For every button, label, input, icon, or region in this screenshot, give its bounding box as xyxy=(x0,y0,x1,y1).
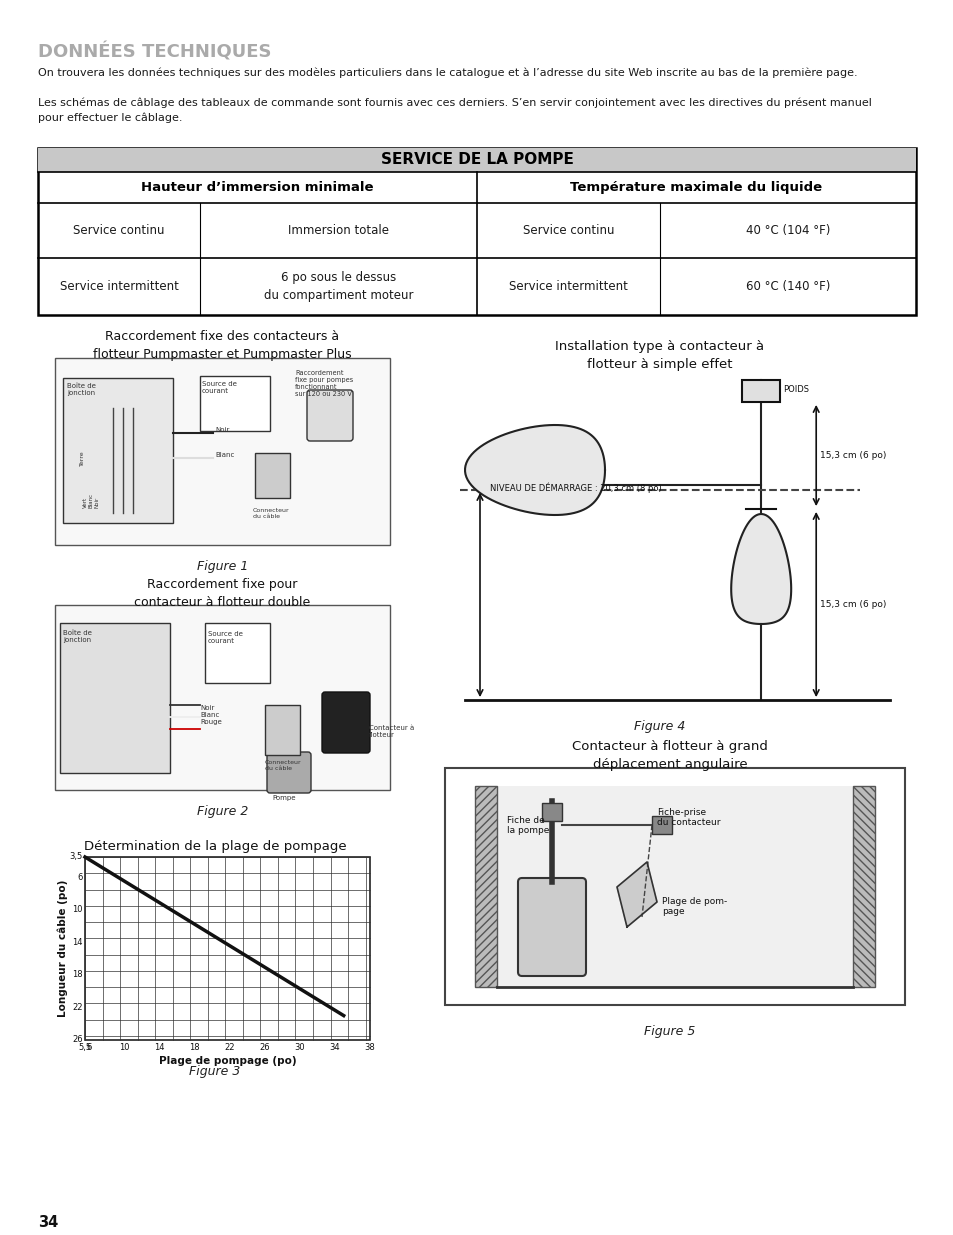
Text: Terre: Terre xyxy=(80,451,85,466)
Text: Raccordement fixe pour
contacteur à flotteur double: Raccordement fixe pour contacteur à flot… xyxy=(134,578,311,609)
Bar xyxy=(541,803,561,821)
Text: Plage de pompage (po): Plage de pompage (po) xyxy=(158,1056,296,1066)
Bar xyxy=(38,148,915,172)
Bar xyxy=(852,785,874,987)
Text: 22: 22 xyxy=(72,1003,83,1011)
Bar xyxy=(60,622,170,773)
Text: DONNÉES TECHNIQUES: DONNÉES TECHNIQUES xyxy=(38,42,272,61)
Text: Service intermittent: Service intermittent xyxy=(59,280,178,293)
Text: POIDS: POIDS xyxy=(782,385,808,394)
Text: Source de
courant: Source de courant xyxy=(202,382,236,394)
Bar xyxy=(200,375,270,431)
Text: Longueur du câble (po): Longueur du câble (po) xyxy=(58,879,69,1018)
Text: 14: 14 xyxy=(154,1044,165,1052)
Bar xyxy=(741,380,780,403)
Bar xyxy=(38,148,915,315)
Text: Hauteur d’immersion minimale: Hauteur d’immersion minimale xyxy=(141,182,374,194)
Text: Contacteur à flotteur à grand
déplacement angulaire: Contacteur à flotteur à grand déplacemen… xyxy=(572,740,767,771)
Bar xyxy=(55,358,390,545)
Text: Service intermittent: Service intermittent xyxy=(509,280,627,293)
Bar xyxy=(55,605,390,790)
Text: Immersion totale: Immersion totale xyxy=(288,224,389,237)
Text: On trouvera les données techniques sur des modèles particuliers dans le catalogu: On trouvera les données techniques sur d… xyxy=(38,68,857,79)
Text: Plage de pom-
page: Plage de pom- page xyxy=(661,897,726,916)
Text: 34: 34 xyxy=(38,1215,58,1230)
Text: 26: 26 xyxy=(72,1035,83,1045)
Text: Température maximale du liquide: Température maximale du liquide xyxy=(570,182,821,194)
Text: Boîte de
jonction: Boîte de jonction xyxy=(67,383,95,396)
Text: 6: 6 xyxy=(87,1044,92,1052)
Bar xyxy=(63,378,172,522)
Text: Noir
Blanc
Rouge: Noir Blanc Rouge xyxy=(200,705,221,725)
Text: Pompe: Pompe xyxy=(272,795,295,802)
FancyBboxPatch shape xyxy=(322,692,370,753)
Text: 6 po sous le dessus
du compartiment moteur: 6 po sous le dessus du compartiment mote… xyxy=(263,270,413,303)
FancyBboxPatch shape xyxy=(267,752,311,793)
Text: Vert
Blanc
Noir: Vert Blanc Noir xyxy=(83,493,99,508)
Text: Blanc: Blanc xyxy=(214,452,234,458)
Text: Figure 1: Figure 1 xyxy=(196,559,248,573)
Polygon shape xyxy=(730,514,790,624)
Text: 34: 34 xyxy=(330,1044,340,1052)
Text: 38: 38 xyxy=(364,1044,375,1052)
Text: 15,3 cm (6 po): 15,3 cm (6 po) xyxy=(820,451,885,459)
Text: Fiche-prise
du contacteur: Fiche-prise du contacteur xyxy=(657,808,720,827)
Polygon shape xyxy=(617,862,657,927)
Text: 60 °C (140 °F): 60 °C (140 °F) xyxy=(745,280,829,293)
Text: Contacteur à
flotteur: Contacteur à flotteur xyxy=(369,725,414,739)
Bar xyxy=(254,453,290,498)
FancyBboxPatch shape xyxy=(517,878,585,976)
Text: 26: 26 xyxy=(259,1044,270,1052)
Text: Raccordement fixe des contacteurs à
flotteur Pumpmaster et Pumpmaster Plus: Raccordement fixe des contacteurs à flot… xyxy=(93,330,352,361)
Bar xyxy=(85,857,370,1040)
Bar xyxy=(651,816,671,834)
Text: 5,5: 5,5 xyxy=(78,1044,91,1052)
Text: Boîte de
jonction: Boîte de jonction xyxy=(63,630,91,643)
Text: Figure 5: Figure 5 xyxy=(643,1025,695,1037)
Text: 22: 22 xyxy=(224,1044,234,1052)
Text: Figure 4: Figure 4 xyxy=(634,720,685,734)
Text: 15,3 cm (6 po): 15,3 cm (6 po) xyxy=(820,600,885,609)
Bar xyxy=(265,705,299,755)
Text: 18: 18 xyxy=(72,971,83,979)
Text: 30: 30 xyxy=(294,1044,305,1052)
Bar xyxy=(475,785,497,987)
Text: Détermination de la plage de pompage: Détermination de la plage de pompage xyxy=(84,840,346,853)
FancyBboxPatch shape xyxy=(307,390,353,441)
Text: Service continu: Service continu xyxy=(522,224,614,237)
Text: Connecteur
du câble: Connecteur du câble xyxy=(253,508,290,519)
Bar xyxy=(444,768,904,1005)
Polygon shape xyxy=(464,425,604,515)
Bar xyxy=(205,622,270,683)
Text: Installation type à contacteur à
flotteur à simple effet: Installation type à contacteur à flotteu… xyxy=(555,340,763,370)
Text: Raccordement
fixe pour pompes
fonctionnant
sur 120 ou 230 V: Raccordement fixe pour pompes fonctionna… xyxy=(294,370,353,396)
Text: 14: 14 xyxy=(72,937,83,947)
Text: 18: 18 xyxy=(189,1044,200,1052)
Text: Figure 3: Figure 3 xyxy=(189,1065,240,1078)
Text: NIVEAU DE DÉMARRAGE : 20,3 cm (8 po): NIVEAU DE DÉMARRAGE : 20,3 cm (8 po) xyxy=(490,483,661,493)
Text: 10: 10 xyxy=(72,905,83,914)
Text: Les schémas de câblage des tableaux de commande sont fournis avec ces derniers. : Les schémas de câblage des tableaux de c… xyxy=(38,98,871,124)
Text: 6: 6 xyxy=(77,873,83,882)
Text: Fiche de
la pompe: Fiche de la pompe xyxy=(506,816,549,835)
Text: 3,5: 3,5 xyxy=(70,852,83,862)
Text: 40 °C (104 °F): 40 °C (104 °F) xyxy=(745,224,829,237)
Text: Service continu: Service continu xyxy=(73,224,165,237)
Text: Connecteur
du câble: Connecteur du câble xyxy=(265,760,301,771)
Bar xyxy=(497,785,852,987)
Text: Source de
courant: Source de courant xyxy=(208,631,243,643)
Text: SERVICE DE LA POMPE: SERVICE DE LA POMPE xyxy=(380,152,573,168)
Text: Figure 2: Figure 2 xyxy=(196,805,248,818)
Text: Noir: Noir xyxy=(214,427,229,433)
Text: 10: 10 xyxy=(119,1044,130,1052)
